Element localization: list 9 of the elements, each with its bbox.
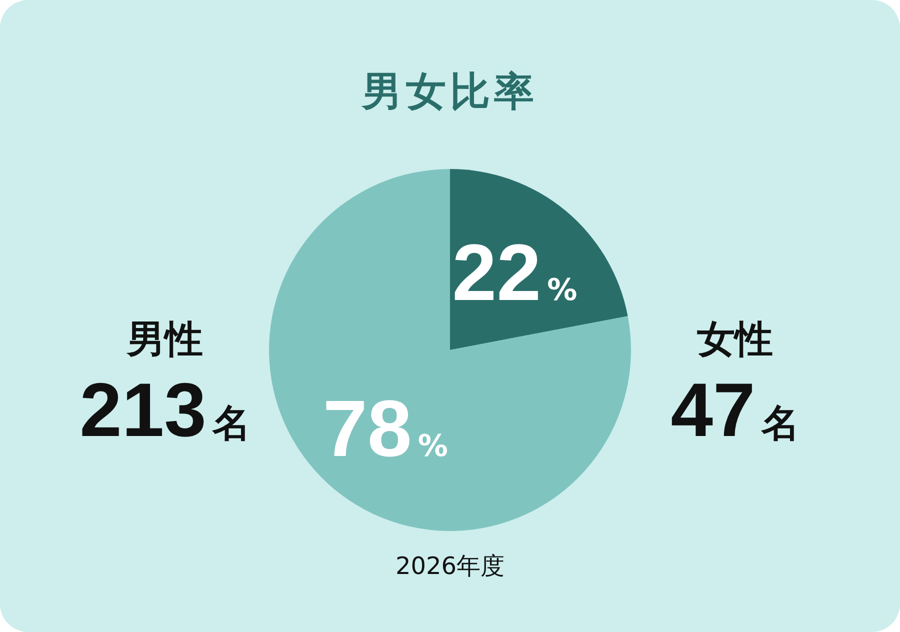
text: 2026年度 bbox=[395, 552, 505, 580]
slice-label: 男性 bbox=[126, 317, 203, 361]
data-label: 22% bbox=[452, 228, 578, 317]
slice-label: 女性 bbox=[697, 317, 773, 361]
text: 213名 bbox=[80, 368, 250, 453]
data-label: 78% bbox=[322, 384, 448, 474]
text: 47名 bbox=[670, 368, 800, 453]
pie-slice bbox=[269, 169, 631, 531]
chart-title: 男女比率 bbox=[361, 69, 538, 115]
